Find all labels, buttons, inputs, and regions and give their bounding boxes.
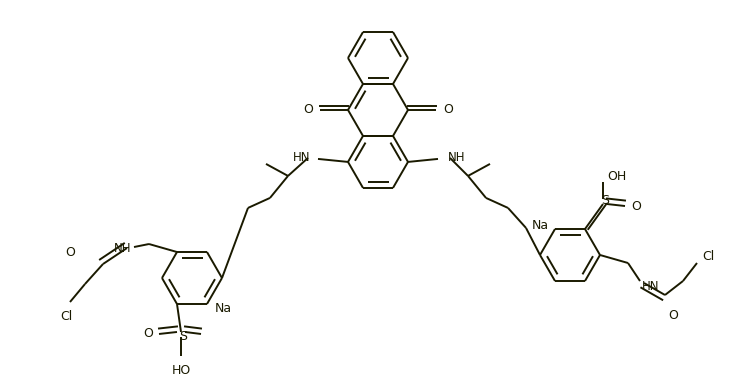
Text: Cl: Cl (60, 310, 72, 323)
Text: Na: Na (532, 218, 549, 232)
Text: O: O (303, 103, 313, 116)
Text: OH: OH (607, 169, 626, 183)
Text: NH: NH (113, 241, 131, 254)
Text: O: O (65, 245, 75, 258)
Text: O: O (443, 103, 453, 116)
Text: S: S (179, 330, 187, 343)
Text: HO: HO (172, 364, 191, 377)
Text: NH: NH (448, 151, 466, 164)
Text: O: O (143, 327, 153, 341)
Text: S: S (601, 194, 609, 207)
Text: O: O (668, 309, 678, 322)
Text: HN: HN (293, 151, 310, 164)
Text: Na: Na (215, 303, 232, 316)
Text: Cl: Cl (702, 250, 714, 263)
Text: O: O (631, 200, 641, 212)
Text: HN: HN (642, 279, 659, 292)
